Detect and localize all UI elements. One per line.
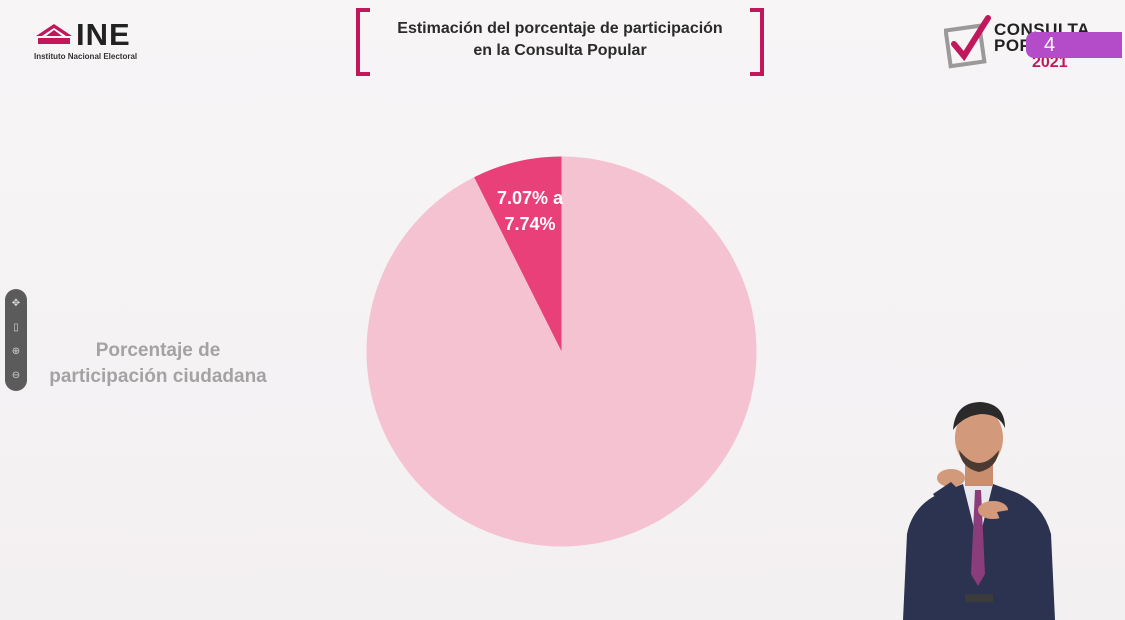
pie-slice-participation (474, 156, 562, 352)
title-line-2: en la Consulta Popular (473, 42, 647, 59)
ine-logo: INE Instituto Nacional Electoral (34, 18, 169, 64)
ine-logo-text: INE (76, 17, 131, 52)
participation-label: Porcentaje de participación ciudadana (30, 338, 286, 390)
zoom-out-icon[interactable]: ⊖ (11, 370, 21, 381)
zoom-in-icon[interactable]: ⊕ (11, 346, 21, 357)
title-bracket-right (750, 8, 764, 76)
title-bracket-left (356, 8, 370, 76)
ine-subtitle: Instituto Nacional Electoral (34, 52, 138, 61)
pie-slice-remainder (366, 156, 757, 547)
participation-label-line-2: participación ciudadana (49, 366, 267, 387)
chart-title: Estimación del porcentaje de participaci… (356, 6, 764, 76)
trash-icon[interactable]: ▯ (13, 322, 19, 333)
sign-language-interpreter (903, 402, 1055, 620)
channel-number: 4 (1044, 34, 1056, 56)
title-line-1: Estimación del porcentaje de participaci… (397, 20, 723, 37)
title-text: Estimación del porcentaje de participaci… (370, 18, 750, 62)
zoom-toolbar: ✥ ▯ ⊕ ⊖ (5, 289, 27, 391)
consulta-year: 2021 (1032, 54, 1068, 71)
consulta-popular-logo: CONSULTA POPULAR 2021 4 (944, 10, 1122, 72)
slice-label-line-2: 7.74% (504, 214, 556, 234)
slice-label-line-1: 7.07% a (496, 188, 564, 208)
participation-label-line-1: Porcentaje de (95, 340, 221, 361)
participation-pie-chart (366, 156, 757, 547)
ine-logo-icon (36, 24, 72, 44)
pan-icon[interactable]: ✥ (11, 298, 21, 309)
consulta-check-icon (944, 15, 991, 69)
slice-data-label: 7.07% a 7.74% (470, 185, 590, 237)
channel-badge (1026, 32, 1122, 58)
